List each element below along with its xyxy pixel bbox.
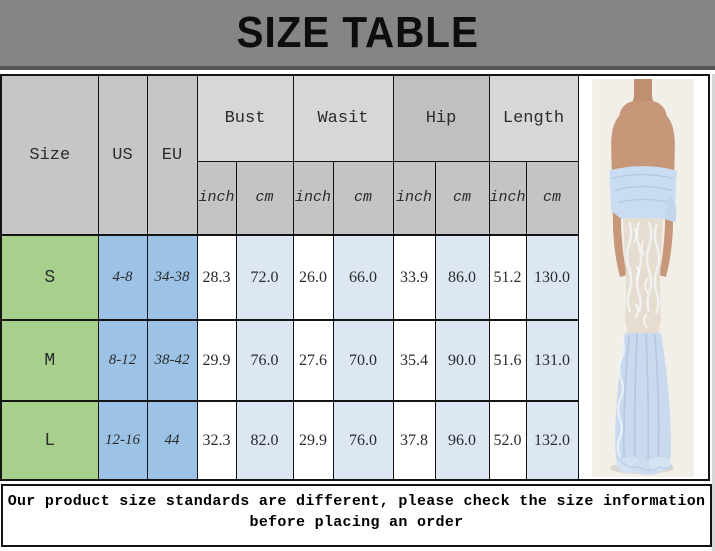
table-row-size-l: L 12-16 44 32.3 82.0 29.9 76.0 37.8 96.0… xyxy=(0,400,709,481)
waist-inch-cell: 29.9 xyxy=(292,400,334,481)
page-title: SIZE TABLE xyxy=(236,8,479,57)
group-header-length: Length xyxy=(488,74,579,162)
us-cell: 12-16 xyxy=(97,400,148,481)
hip-cm-cell: 86.0 xyxy=(434,234,490,321)
table-header-row: Size US EU Bust Wasit Hip Length xyxy=(0,74,710,481)
group-header-waist: Wasit xyxy=(292,74,394,162)
table-row-size-m: M 8-12 38-42 29.9 76.0 27.6 70.0 35.4 90… xyxy=(0,319,709,402)
disclaimer-line-2: before placing an order xyxy=(249,514,464,531)
waist-inch-cell: 26.0 xyxy=(292,234,334,321)
header-cell-size: Size xyxy=(0,74,99,236)
length-inch-cell: 51.6 xyxy=(488,319,527,402)
us-cell: 4-8 xyxy=(97,234,148,321)
disclaimer-line-1: Our product size standards are different… xyxy=(7,493,706,510)
waist-cm-cell: 66.0 xyxy=(332,234,394,321)
waist-inch-cell: 27.6 xyxy=(292,319,334,402)
bust-inch-cell: 29.9 xyxy=(196,319,237,402)
waist-cm-cell: 76.0 xyxy=(332,400,394,481)
length-cm-cell: 132.0 xyxy=(525,400,579,481)
eu-cell: 34-38 xyxy=(146,234,198,321)
group-header-hip: Hip xyxy=(392,74,490,162)
unit-cell-bust-cm: cm xyxy=(235,160,294,236)
length-inch-cell: 51.2 xyxy=(488,234,527,321)
bust-cm-cell: 82.0 xyxy=(235,400,294,481)
right-edge-strip xyxy=(712,74,715,551)
eu-cell: 38-42 xyxy=(146,319,198,402)
size-cell: M xyxy=(0,319,99,402)
unit-cell-length-inch: inch xyxy=(488,160,527,236)
hip-inch-cell: 37.8 xyxy=(392,400,436,481)
hip-cm-cell: 90.0 xyxy=(434,319,490,402)
unit-cell-waist-cm: cm xyxy=(332,160,394,236)
unit-cell-hip-cm: cm xyxy=(434,160,490,236)
dress-photo xyxy=(592,78,695,477)
size-table: Size US EU Bust Wasit Hip Length xyxy=(0,74,711,481)
table-row-size-s: S 4-8 34-38 28.3 72.0 26.0 66.0 33.9 86.… xyxy=(0,234,709,321)
length-cm-cell: 131.0 xyxy=(525,319,579,402)
unit-header-row: inch cm inch cm inch cm inch cm xyxy=(1,160,709,236)
us-cell: 8-12 xyxy=(97,319,148,402)
header-cell-us: US xyxy=(97,74,148,236)
length-cm-cell: 130.0 xyxy=(525,234,579,321)
product-photo-cell xyxy=(577,74,710,481)
bust-cm-cell: 72.0 xyxy=(235,234,294,321)
length-inch-cell: 52.0 xyxy=(488,400,527,481)
hip-inch-cell: 35.4 xyxy=(392,319,436,402)
hip-cm-cell: 96.0 xyxy=(434,400,490,481)
bust-inch-cell: 28.3 xyxy=(196,234,237,321)
waist-cm-cell: 70.0 xyxy=(332,319,394,402)
bust-inch-cell: 32.3 xyxy=(196,400,237,481)
unit-cell-length-cm: cm xyxy=(525,160,579,236)
size-cell: L xyxy=(0,400,99,481)
header-cell-eu: EU xyxy=(146,74,198,236)
group-header-bust: Bust xyxy=(196,74,294,162)
disclaimer-note: Our product size standards are different… xyxy=(1,484,712,547)
unit-cell-waist-inch: inch xyxy=(292,160,334,236)
eu-cell: 44 xyxy=(146,400,198,481)
unit-cell-hip-inch: inch xyxy=(392,160,436,236)
size-cell: S xyxy=(0,234,99,321)
title-banner: SIZE TABLE xyxy=(0,0,715,70)
unit-cell-bust-inch: inch xyxy=(196,160,237,236)
hip-inch-cell: 33.9 xyxy=(392,234,436,321)
bust-cm-cell: 76.0 xyxy=(235,319,294,402)
